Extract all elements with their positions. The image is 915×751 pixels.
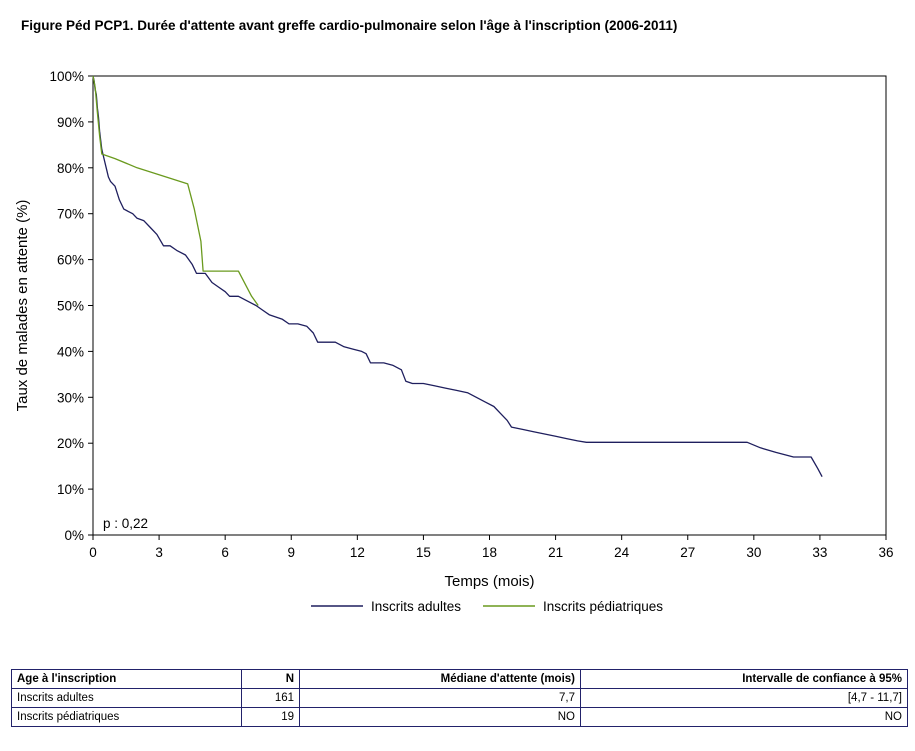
y-tick-label: 90%: [57, 115, 84, 130]
chart-axes: 0%10%20%30%40%50%60%70%80%90%100%0 3 6 9 12 1…: [14, 69, 894, 590]
col-header-age: Age à l'inscription: [11, 669, 242, 689]
legend-label: Inscrits adultes: [371, 599, 461, 614]
y-tick-label: 0%: [64, 528, 84, 543]
y-tick-label: 50%: [57, 299, 84, 314]
p-value-annotation: p : 0,22: [103, 516, 148, 531]
x-tick-label: 3: [155, 545, 163, 560]
x-tick-label: 9: [287, 545, 295, 560]
table-row: Inscrits adultes 161 7,7 [4,7 - 11,7]: [11, 688, 908, 708]
x-tick-label: 0: [89, 545, 97, 560]
table-cell: 19: [241, 707, 300, 727]
y-tick-label: 10%: [57, 482, 84, 497]
y-tick-label: 70%: [57, 207, 84, 222]
chart-legend: Inscrits adultes Inscrits pédiatriques: [311, 599, 663, 614]
table-cell: NO: [580, 707, 908, 727]
x-tick-label: 18: [482, 545, 497, 560]
table-cell: Inscrits adultes: [11, 688, 242, 708]
y-tick-label: 40%: [57, 344, 84, 359]
x-tick-label: 6: [221, 545, 229, 560]
y-tick-label: 60%: [57, 253, 84, 268]
table-row: Inscrits pédiatriques 19 NO NO: [11, 707, 908, 727]
y-tick-label: 100%: [49, 69, 84, 84]
pediatric-survival-line: [92, 75, 259, 306]
figure-title: Figure Péd PCP1. Durée d'attente avant g…: [21, 18, 678, 33]
x-tick-label: 24: [614, 545, 630, 560]
summary-table: Age à l'inscription N Médiane d'attente …: [11, 669, 908, 727]
x-tick-label: 30: [746, 545, 761, 560]
table-cell: 161: [241, 688, 300, 708]
col-header-n: N: [241, 669, 300, 689]
legend-label: Inscrits pédiatriques: [543, 599, 663, 614]
plot-frame: [92, 75, 887, 536]
col-header-ci: Intervalle de confiance à 95%: [580, 669, 908, 689]
x-tick-label: 36: [878, 545, 893, 560]
x-tick-label: 27: [680, 545, 695, 560]
x-tick-label: 15: [416, 545, 431, 560]
y-tick-label: 80%: [57, 161, 84, 176]
table-cell: Inscrits pédiatriques: [11, 707, 242, 727]
table-header-row: Age à l'inscription N Médiane d'attente …: [11, 669, 908, 689]
chart-series: [92, 75, 823, 478]
x-axis-label: Temps (mois): [444, 573, 534, 590]
col-header-median: Médiane d'attente (mois): [299, 669, 581, 689]
x-tick-label: 12: [350, 545, 365, 560]
y-tick-label: 30%: [57, 390, 84, 405]
x-tick-label: 21: [548, 545, 563, 560]
y-axis-label: Taux de malades en attente (%): [14, 200, 31, 412]
x-tick-label: 33: [812, 545, 827, 560]
table-cell: NO: [299, 707, 581, 727]
table-cell: 7,7: [299, 688, 581, 708]
table-cell: [4,7 - 11,7]: [580, 688, 908, 708]
y-tick-label: 20%: [57, 436, 84, 451]
adults-survival-line: [92, 75, 823, 478]
